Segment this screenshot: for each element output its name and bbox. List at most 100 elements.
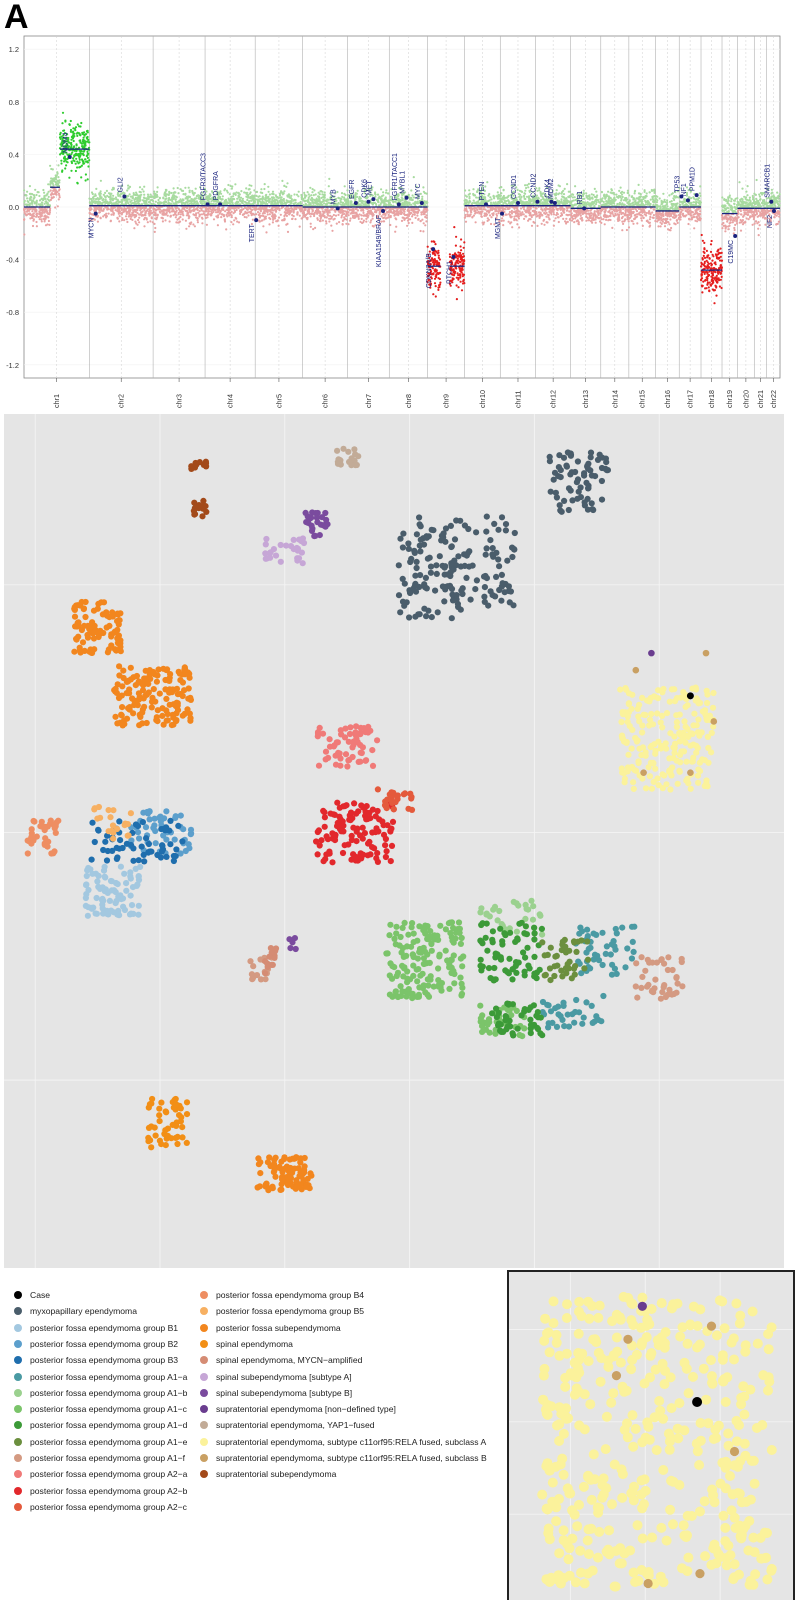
probe-point [70, 169, 73, 172]
probe-point [57, 164, 60, 167]
probe-point [42, 199, 45, 202]
probe-point [529, 218, 532, 221]
probe-point [53, 177, 56, 180]
probe-point [78, 155, 81, 158]
probe-point [309, 202, 312, 206]
probe-point [466, 201, 469, 204]
probe-point [594, 221, 597, 224]
probe-point [49, 164, 52, 167]
probe-point [67, 136, 70, 140]
probe-point [44, 224, 48, 227]
probe-point [272, 217, 275, 220]
probe-point [360, 209, 363, 212]
probe-point [230, 195, 233, 198]
probe-point [110, 206, 113, 209]
probe-point [178, 220, 182, 223]
probe-point [432, 293, 435, 296]
probe-point [362, 209, 365, 212]
probe-point [419, 229, 422, 233]
probe-point [226, 208, 229, 211]
probe-point [205, 213, 208, 217]
probe-point [35, 193, 38, 197]
probe-point [296, 212, 299, 215]
probe-point [152, 211, 155, 214]
probe-point [223, 220, 227, 223]
probe-point [370, 212, 373, 215]
probe-point [391, 207, 394, 210]
probe-point [263, 201, 266, 204]
probe-point [546, 208, 550, 211]
probe-point [83, 162, 86, 165]
probe-point [509, 222, 512, 225]
probe-point [141, 188, 144, 191]
probe-point [473, 209, 476, 213]
probe-point [385, 203, 388, 206]
probe-point [158, 210, 161, 213]
probe-point [413, 213, 416, 216]
probe-point [275, 220, 278, 223]
probe-point [306, 200, 309, 203]
probe-point [215, 211, 218, 214]
probe-point [315, 197, 318, 200]
probe-point [126, 220, 129, 224]
probe-point [128, 210, 131, 214]
probe-point [44, 218, 47, 221]
probe-point [35, 213, 38, 216]
probe-point [52, 189, 55, 192]
probe-point [126, 207, 129, 210]
probe-point [435, 260, 438, 263]
probe-point [438, 284, 441, 287]
probe-point [188, 207, 191, 211]
probe-point [523, 202, 526, 205]
probe-point [523, 197, 526, 200]
x-tick-label: chr16 [663, 390, 672, 408]
probe-point [303, 208, 306, 211]
probe-point [47, 216, 50, 219]
x-tick-label: chr9 [442, 394, 451, 408]
probe-point [205, 208, 208, 211]
probe-point [546, 213, 549, 216]
probe-point [133, 227, 136, 230]
probe-point [172, 214, 175, 217]
probe-point [188, 225, 191, 228]
probe-point [24, 203, 27, 206]
probe-point [104, 196, 107, 199]
probe-point [561, 206, 564, 209]
probe-point [84, 173, 87, 176]
probe-point [75, 144, 78, 147]
probe-point [135, 191, 138, 194]
probe-point [339, 203, 342, 206]
probe-point [58, 179, 61, 182]
probe-point [328, 177, 331, 180]
probe-point [361, 200, 365, 203]
probe-point [351, 207, 354, 211]
probe-point [340, 192, 344, 195]
probe-point [123, 219, 126, 222]
probe-point [325, 216, 328, 219]
probe-point [73, 145, 76, 148]
x-tick-label: chr22 [769, 390, 778, 408]
probe-point [89, 216, 92, 219]
probe-point [386, 211, 389, 214]
probe-point [57, 183, 60, 187]
probe-point [87, 165, 90, 168]
probe-point [437, 256, 440, 259]
probe-point [127, 202, 130, 205]
probe-point [196, 201, 199, 205]
probe-point [38, 210, 41, 213]
probe-point [318, 198, 321, 202]
probe-point [72, 157, 75, 160]
probe-point [210, 212, 213, 215]
probe-point [375, 209, 378, 213]
probe-point [90, 198, 93, 201]
probe-point [319, 190, 322, 193]
probe-point [97, 208, 101, 211]
probe-point [557, 220, 560, 224]
probe-point [43, 210, 47, 213]
probe-point [143, 196, 146, 199]
x-tick-label: chr2 [117, 394, 126, 408]
y-tick-label: 0.8 [9, 98, 19, 107]
probe-point [38, 207, 41, 210]
probe-point [191, 189, 194, 193]
x-tick-label: chr10 [478, 390, 487, 408]
